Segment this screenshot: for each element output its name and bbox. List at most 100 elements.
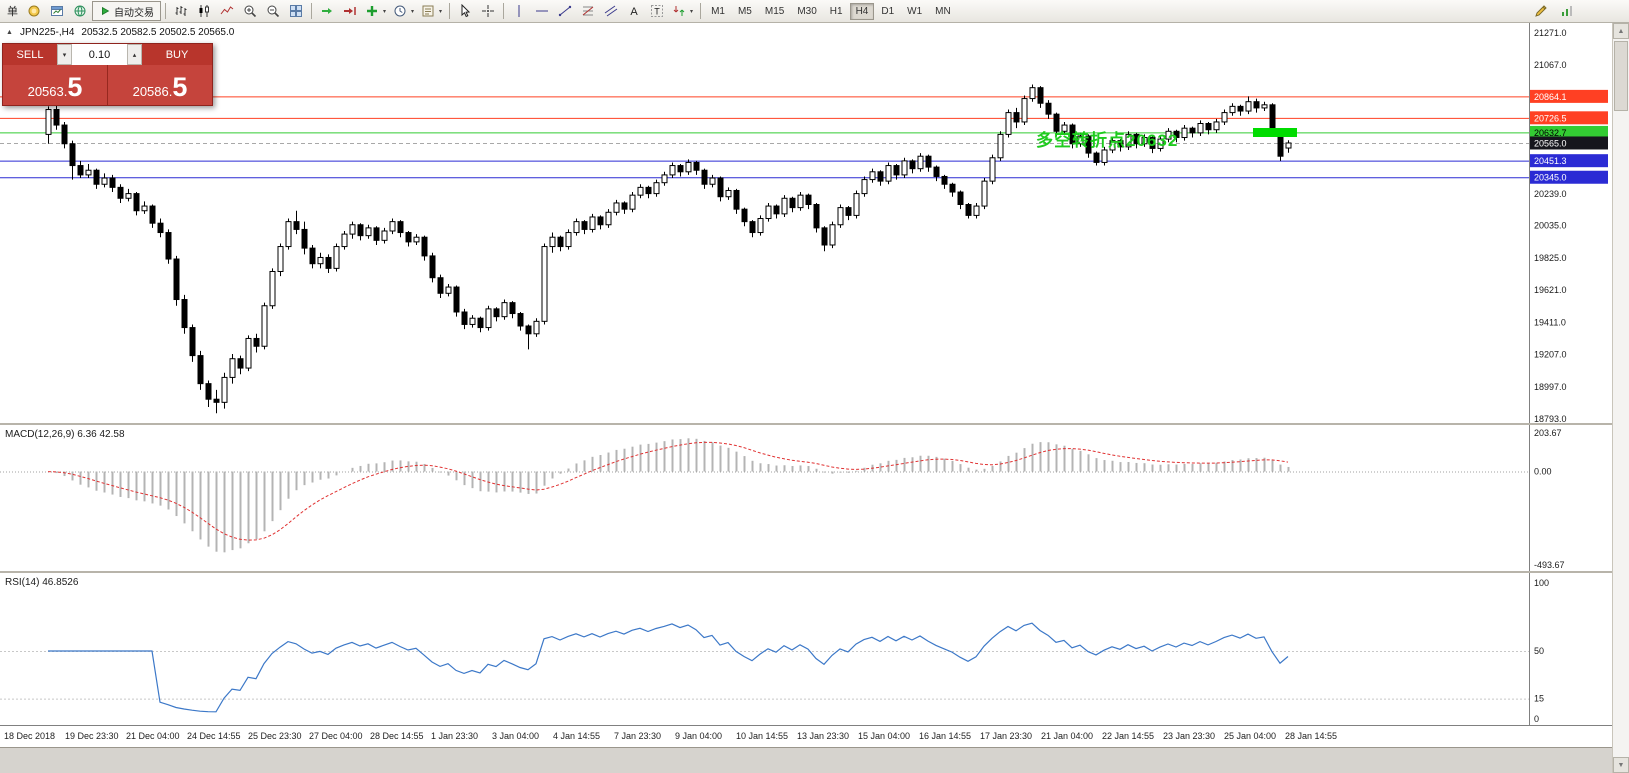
candlestick-mode-button[interactable] bbox=[193, 1, 215, 21]
chart-window-icon bbox=[51, 6, 63, 16]
trade-panel-controls: SELL ▾ ▴ BUY bbox=[3, 44, 212, 65]
rsi-panel[interactable]: 100 50 15 0 RSI(14) 46.8526 bbox=[0, 573, 1612, 725]
new-chart-button[interactable] bbox=[46, 1, 68, 21]
timeframe-m1-button[interactable]: M1 bbox=[705, 3, 731, 20]
timeframe-m15-button[interactable]: M15 bbox=[759, 3, 790, 20]
text-icon: A bbox=[630, 6, 638, 18]
price-chart-panel[interactable]: 21271.0 21067.0 20239.0 20035.0 19825.0 19621… bbox=[0, 23, 1612, 423]
sell-price[interactable]: 20563. 5 bbox=[3, 65, 107, 105]
connection-status-button[interactable] bbox=[1556, 1, 1578, 21]
menu-label[interactable]: 单 bbox=[7, 6, 18, 18]
lot-size-input[interactable] bbox=[72, 44, 127, 65]
time-axis-label: 27 Dec 04:00 bbox=[309, 731, 363, 741]
cursor-tool-button[interactable] bbox=[454, 1, 476, 21]
time-axis-label: 21 Jan 04:00 bbox=[1041, 731, 1094, 741]
dropdown-caret-icon: ▾ bbox=[439, 8, 443, 15]
templates-button[interactable]: ▾ bbox=[418, 1, 445, 21]
chart-shift-button[interactable] bbox=[339, 1, 361, 21]
timeframe-mn-button[interactable]: MN bbox=[929, 3, 957, 20]
trendline-icon bbox=[558, 5, 572, 17]
periods-button[interactable]: ▾ bbox=[390, 1, 417, 21]
crosshair-tool-button[interactable] bbox=[477, 1, 499, 21]
rsi-axis-label: 15 bbox=[1534, 694, 1544, 704]
timeframe-h4-button[interactable]: H4 bbox=[849, 2, 875, 20]
market-watch-button[interactable] bbox=[69, 1, 91, 21]
lot-decrease-button[interactable]: ▾ bbox=[57, 44, 72, 65]
macd-panel[interactable]: 203.67 0.00 -493.67 MACD(12,26,9) 6.36 42.… bbox=[0, 425, 1612, 571]
horizontal-level-lines[interactable] bbox=[0, 96, 1529, 179]
rsi-canvas[interactable]: 100 50 15 0 bbox=[0, 573, 1612, 725]
buy-button[interactable]: BUY bbox=[142, 44, 212, 65]
chart-annotation-text[interactable]: 多空转折点20632 bbox=[1036, 131, 1179, 150]
panel-splitter[interactable] bbox=[0, 423, 1612, 425]
scroll-down-button[interactable]: ▼ bbox=[1613, 757, 1629, 773]
auto-scroll-button[interactable] bbox=[316, 1, 338, 21]
time-axis[interactable]: 18 Dec 2018 19 Dec 23:30 21 Dec 04:00 24 De… bbox=[0, 725, 1612, 747]
time-axis-label: 24 Dec 14:55 bbox=[187, 731, 241, 741]
candlestick-icon bbox=[199, 5, 209, 17]
zoom-in-button[interactable] bbox=[239, 1, 261, 21]
chart-column: 21271.0 21067.0 20239.0 20035.0 19825.0 19621… bbox=[0, 23, 1612, 773]
fibonacci-tool-button[interactable] bbox=[577, 1, 599, 21]
price-axis-label: 21067.0 bbox=[1534, 60, 1567, 70]
vertical-scrollbar[interactable]: ▲ ▼ bbox=[1612, 23, 1629, 773]
add-indicator-button[interactable]: ▾ bbox=[362, 1, 389, 21]
tile-windows-button[interactable] bbox=[285, 1, 307, 21]
time-axis-label: 3 Jan 04:00 bbox=[492, 731, 540, 741]
highlight-bar[interactable] bbox=[1253, 128, 1297, 137]
channel-tool-button[interactable] bbox=[600, 1, 622, 21]
timeframe-w1-button[interactable]: W1 bbox=[901, 3, 928, 20]
price-level-badge bbox=[1530, 89, 1608, 103]
bar-chart-mode-button[interactable] bbox=[170, 1, 192, 21]
svg-text:20726.5: 20726.5 bbox=[1534, 113, 1567, 123]
lot-increase-button[interactable]: ▴ bbox=[127, 44, 142, 65]
line-chart-icon bbox=[220, 6, 234, 15]
pencil-icon bbox=[1535, 5, 1547, 17]
timeframe-d1-button[interactable]: D1 bbox=[875, 3, 900, 20]
edit-button[interactable] bbox=[1530, 1, 1552, 21]
horizontal-line-icon bbox=[536, 10, 549, 12]
macd-canvas[interactable]: 203.67 0.00 -493.67 bbox=[0, 425, 1612, 571]
zoom-out-button[interactable] bbox=[262, 1, 284, 21]
svg-text:20632.7: 20632.7 bbox=[1534, 128, 1567, 138]
text-label-tool-button[interactable]: T bbox=[646, 1, 668, 21]
svg-text:A: A bbox=[630, 6, 638, 18]
template-icon bbox=[422, 5, 434, 17]
scrollbar-track[interactable] bbox=[1613, 39, 1629, 757]
toolbar-separator bbox=[503, 3, 505, 19]
bar-chart-icon bbox=[175, 6, 187, 16]
scroll-up-button[interactable]: ▲ bbox=[1613, 23, 1629, 39]
auto-scroll-icon bbox=[322, 8, 332, 14]
time-axis-label: 16 Jan 14:55 bbox=[919, 731, 972, 741]
price-axis-label: 18997.0 bbox=[1534, 382, 1567, 392]
time-axis-label: 1 Jan 23:30 bbox=[431, 731, 479, 741]
svg-text:20345.0: 20345.0 bbox=[1534, 173, 1567, 183]
rsi-line bbox=[48, 622, 1289, 713]
buy-price[interactable]: 20586. 5 bbox=[107, 65, 212, 105]
scrollbar-thumb[interactable] bbox=[1614, 41, 1628, 111]
trendline-tool-button[interactable] bbox=[554, 1, 576, 21]
vertical-line-tool-button[interactable] bbox=[508, 1, 530, 21]
toolbar-separator bbox=[165, 3, 166, 19]
price-axis-label: 20239.0 bbox=[1534, 189, 1567, 199]
candlesticks[interactable] bbox=[45, 84, 1292, 414]
timeframe-h1-button[interactable]: H1 bbox=[824, 3, 849, 20]
buy-price-big-digit: 5 bbox=[172, 72, 188, 102]
toolbar-separator bbox=[700, 3, 702, 19]
price-axis-label: 19411.0 bbox=[1534, 318, 1566, 328]
dropdown-caret-icon: ▾ bbox=[383, 8, 387, 15]
panel-splitter[interactable] bbox=[0, 571, 1612, 573]
horizontal-line-tool-button[interactable] bbox=[531, 1, 553, 21]
text-tool-button[interactable]: A bbox=[623, 1, 645, 21]
price-axis-label: 19621.0 bbox=[1534, 285, 1567, 295]
new-order-button[interactable] bbox=[23, 1, 45, 21]
time-axis-label: 10 Jan 14:55 bbox=[736, 731, 789, 741]
sell-button[interactable]: SELL bbox=[3, 44, 57, 65]
price-axis[interactable]: 21271.0 21067.0 20239.0 20035.0 19825.0 19621… bbox=[1530, 28, 1608, 423]
arrows-tool-button[interactable]: ▾ bbox=[669, 1, 696, 21]
price-chart-canvas[interactable]: 21271.0 21067.0 20239.0 20035.0 19825.0 19621… bbox=[0, 23, 1612, 423]
timeframe-m5-button[interactable]: M5 bbox=[732, 3, 758, 20]
auto-trading-button[interactable]: 自动交易 bbox=[92, 1, 161, 21]
line-chart-mode-button[interactable] bbox=[216, 1, 238, 21]
timeframe-m30-button[interactable]: M30 bbox=[791, 3, 822, 20]
